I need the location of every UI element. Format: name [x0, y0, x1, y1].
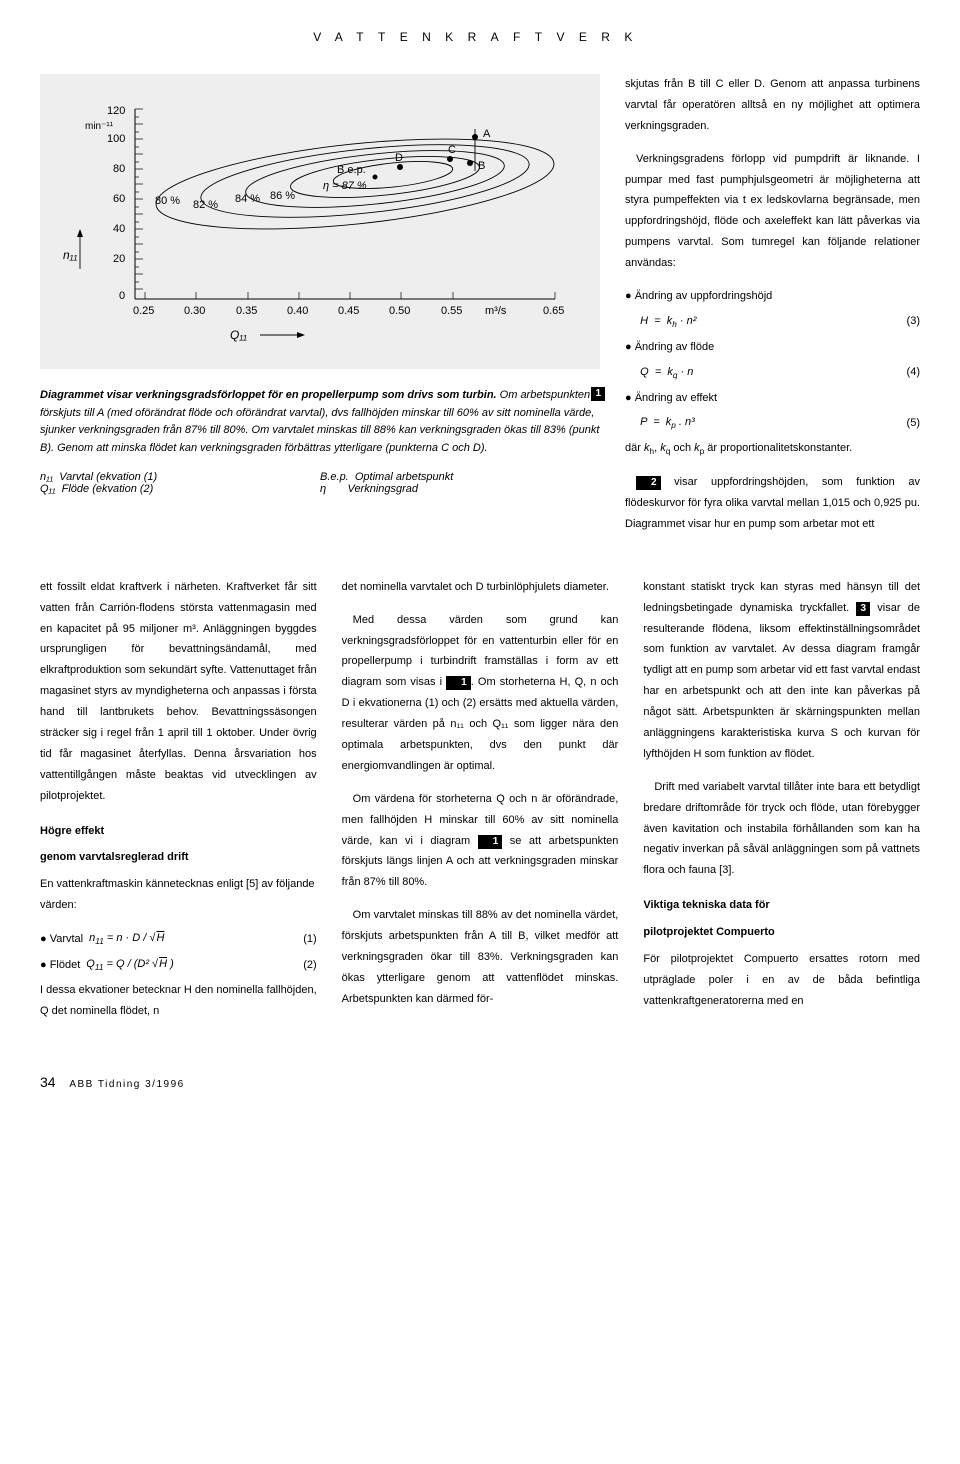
ytick-0: 0: [119, 290, 125, 302]
column-2: det nominella varvtalet och D turbinlöph…: [342, 577, 619, 1034]
c1-p3: I dessa ekvationer betecknar H den nomin…: [40, 980, 317, 1022]
legend-eta-txt: Verkningsgrad: [348, 483, 419, 495]
legend-bep-sym: B.e.p.: [320, 471, 349, 483]
column-1: ett fossilt eldat kraftverk i närheten. …: [40, 577, 317, 1034]
chart-caption: Diagrammet visar verkningsgradsförloppet…: [40, 387, 600, 457]
svg-text:0.30: 0.30: [184, 305, 205, 317]
c1-h1: Högre effekt: [40, 821, 317, 842]
ytick-100: 100: [107, 133, 125, 145]
c3-p3: För pilotprojektet Compuerto ersattes ro…: [643, 949, 920, 1012]
c3-h2: pilotprojektet Compuerto: [643, 922, 920, 943]
c3-p1: konstant statiskt tryck kan styras med h…: [643, 577, 920, 765]
svg-text:0.45: 0.45: [338, 305, 359, 317]
c2-p3: Om värdena för storheterna Q och n är of…: [342, 789, 619, 893]
c3-h1: Viktiga tekniska data för: [643, 895, 920, 916]
page-header: VATTENKRAFTVERK: [40, 30, 920, 44]
c3-p2: Drift med variabelt varvtal tillåter int…: [643, 777, 920, 881]
rt-p1: skjutas från B till C eller D. Genom att…: [625, 74, 920, 137]
column-3: konstant statiskt tryck kan styras med h…: [643, 577, 920, 1034]
eq-4: Q = kq · n (4): [625, 362, 920, 384]
ytick-20: 20: [113, 253, 125, 265]
svg-text:0.55: 0.55: [441, 305, 462, 317]
svg-text:D: D: [395, 152, 403, 164]
ytick-60: 60: [113, 193, 125, 205]
rt-p4: 2 visar uppfordringshöjden, som funktion…: [625, 472, 920, 535]
eq-5: P = kp . n³ (5): [625, 412, 920, 434]
right-column-top: skjutas från B till C eller D. Genom att…: [625, 74, 920, 547]
svg-text:0.25: 0.25: [133, 305, 154, 317]
svg-text:84 %: 84 %: [235, 193, 260, 205]
svg-text:0.65: 0.65: [543, 305, 564, 317]
figure-marker-3: 3: [856, 602, 870, 616]
rt-p3: där kh, kq och kp är proportionalitetsko…: [625, 438, 920, 460]
page-footer: 34 ABB Tidning 3/1996: [40, 1074, 920, 1090]
figure-marker-1b: 1: [446, 676, 471, 690]
legend-eta-sym: η: [320, 483, 326, 495]
svg-text:C: C: [448, 144, 456, 156]
svg-text:0.35: 0.35: [236, 305, 257, 317]
c1-h2: genom varvtalsreglerad drift: [40, 847, 317, 868]
rt-b2: ● Ändring av flöde: [625, 337, 920, 358]
svg-text:0.40: 0.40: [287, 305, 308, 317]
eq-3: H = kh · n² (3): [625, 311, 920, 333]
caption-lead: Diagrammet visar verkningsgradsförloppet…: [40, 389, 497, 401]
publication-ref: ABB Tidning 3/1996: [69, 1079, 184, 1090]
svg-text:Q₁₁: Q₁₁: [230, 328, 247, 342]
legend: n₁₁ Varvtal (ekvation (1) Q₁₁ Flöde (ekv…: [40, 471, 600, 495]
svg-text:80 %: 80 %: [155, 195, 180, 207]
top-section: 120 min⁻¹¹ 100 80 60 40 20 0: [40, 74, 920, 547]
legend-q11-txt: Flöde (ekvation (2): [62, 483, 154, 495]
c2-p4: Om varvtalet minskas till 88% av det nom…: [342, 905, 619, 1009]
svg-text:A: A: [483, 128, 491, 140]
legend-q11-sym: Q₁₁: [40, 483, 56, 495]
svg-text:0.50: 0.50: [389, 305, 410, 317]
svg-text:B: B: [478, 160, 485, 172]
efficiency-chart: 120 min⁻¹¹ 100 80 60 40 20 0: [40, 74, 600, 369]
eq-1: ● Varvtal n11 = n · D / √H (1): [40, 928, 317, 950]
legend-n11-sym: n₁₁: [40, 471, 53, 483]
svg-text:m³/s: m³/s: [485, 305, 507, 317]
figure-marker-2: 2: [636, 476, 661, 490]
rt-b3: ● Ändring av effekt: [625, 388, 920, 409]
body-columns: ett fossilt eldat kraftverk i närheten. …: [40, 577, 920, 1034]
legend-bep-txt: Optimal arbetspunkt: [355, 471, 453, 483]
eq-2: ● Flödet Q11 = Q / (D² √H ) (2): [40, 954, 317, 976]
chart-svg: 120 min⁻¹¹ 100 80 60 40 20 0: [55, 89, 585, 349]
svg-text:n₁₁: n₁₁: [63, 248, 77, 262]
legend-n11-txt: Varvtal (ekvation (1): [59, 471, 157, 483]
chart-column: 120 min⁻¹¹ 100 80 60 40 20 0: [40, 74, 600, 547]
rt-b1: ● Ändring av uppfordringshöjd: [625, 286, 920, 307]
c1-p1: ett fossilt eldat kraftverk i närheten. …: [40, 577, 317, 807]
svg-text:η = 87 %: η = 87 %: [323, 180, 367, 192]
svg-text:B.e.p.: B.e.p.: [337, 164, 366, 176]
ytick-120: 120: [107, 105, 125, 117]
ytick-40: 40: [113, 223, 125, 235]
rt-p2: Verkningsgradens förlopp vid pumpdrift ä…: [625, 149, 920, 274]
figure-marker-1: 1: [591, 387, 605, 401]
ytick-80: 80: [113, 163, 125, 175]
c1-p2: En vattenkraftmaskin kännetecknas enligt…: [40, 874, 317, 916]
c2-p2: Med dessa värden som grund kan verknings…: [342, 610, 619, 777]
figure-marker-1c: 1: [478, 835, 503, 849]
page-number: 34: [40, 1074, 56, 1090]
c2-p1: det nominella varvtalet och D turbinlöph…: [342, 577, 619, 598]
svg-text:82 %: 82 %: [193, 199, 218, 211]
y-sublabel: min⁻¹¹: [85, 121, 114, 132]
svg-text:86 %: 86 %: [270, 190, 295, 202]
